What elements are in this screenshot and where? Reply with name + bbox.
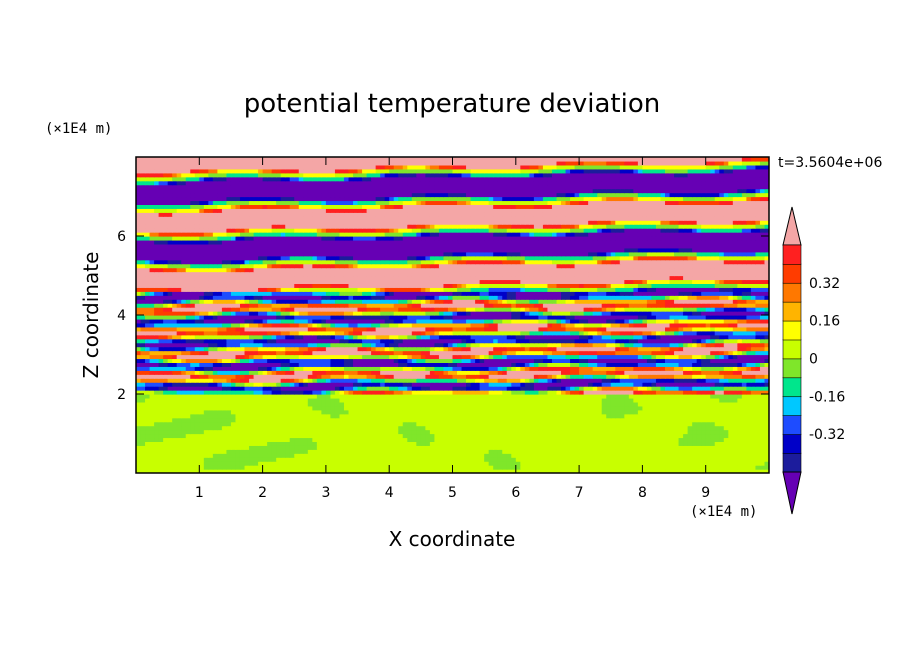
colorbar-label: 0.16 xyxy=(809,314,840,330)
y-tick-label: 2 xyxy=(117,387,126,403)
colorbar-swatch xyxy=(782,282,802,303)
colorbar-label: -0.16 xyxy=(809,389,845,405)
x-axis-label: X coordinate xyxy=(389,527,516,551)
time-label: t=3.5604e+06 xyxy=(778,155,882,171)
colorbar-swatch xyxy=(782,377,802,398)
colorbar-swatch xyxy=(782,433,802,454)
colorbar-swatch xyxy=(782,320,802,341)
y-tick-label: 4 xyxy=(117,308,126,324)
colorbar-swatch xyxy=(782,452,802,473)
x-tick-label: 8 xyxy=(638,485,647,501)
colorbar-swatch xyxy=(782,396,802,416)
colorbar-label: -0.32 xyxy=(809,427,845,443)
y-tick-label: 6 xyxy=(117,229,126,245)
colorbar-swatch xyxy=(782,339,802,360)
colorbar-swatch xyxy=(782,244,802,265)
y-axis-label: Z coordinate xyxy=(79,252,103,379)
colorbar-under-triangle xyxy=(782,471,802,515)
x-tick-label: 9 xyxy=(701,485,710,501)
colorbar-swatch xyxy=(782,301,802,322)
x-tick-label: 4 xyxy=(385,485,394,501)
contour-field xyxy=(136,157,769,473)
x-tick-label: 5 xyxy=(448,485,457,501)
colorbar-over-triangle xyxy=(782,206,802,246)
colorbar-label: 0.32 xyxy=(809,276,840,292)
x-tick-label: 3 xyxy=(321,485,330,501)
chart-title: potential temperature deviation xyxy=(244,89,660,119)
colorbar-swatch xyxy=(782,263,802,284)
colorbar-swatch xyxy=(782,358,802,379)
y-unit-label: (×1E4 m) xyxy=(45,121,112,137)
colorbar-swatch xyxy=(782,414,802,435)
x-tick-label: 1 xyxy=(195,485,204,501)
colorbar-label: 0 xyxy=(809,352,818,368)
x-tick-label: 7 xyxy=(575,485,584,501)
x-tick-label: 2 xyxy=(258,485,267,501)
x-unit-label: (×1E4 m) xyxy=(690,504,757,520)
colorbar: 0.32 0.16 0 -0.16 -0.32 xyxy=(782,206,845,515)
x-tick-label: 6 xyxy=(511,485,520,501)
